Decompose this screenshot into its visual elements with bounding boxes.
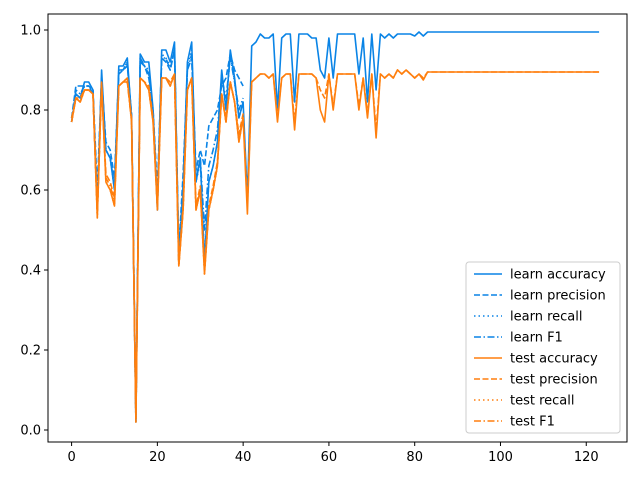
legend-label-learn-recall: learn recall <box>510 310 582 325</box>
legend-label-test-recall: test recall <box>510 394 575 409</box>
x-tick-label: 100 <box>488 450 513 465</box>
y-axis: 0.0 0.2 0.4 0.6 0.8 1.0 <box>20 24 48 439</box>
x-tick-label: 40 <box>235 450 252 465</box>
legend-label-test-f1: test F1 <box>510 415 555 430</box>
legend: learn accuracy learn precision learn recal… <box>465 261 621 434</box>
series-line-test-f1 <box>70 73 244 419</box>
y-tick-label: 0.2 <box>20 344 41 359</box>
legend-label-test-precision: test precision <box>510 373 598 388</box>
x-tick-label: 20 <box>149 450 166 465</box>
legend-label-learn-f1: learn F1 <box>510 331 563 346</box>
y-tick-label: 0.4 <box>20 264 41 279</box>
legend-label-test-accuracy: test accuracy <box>510 352 598 367</box>
x-tick-label: 60 <box>321 450 338 465</box>
y-tick-label: 1.0 <box>20 24 41 39</box>
series-layer <box>70 31 600 423</box>
legend-label-learn-accuracy: learn accuracy <box>510 268 606 283</box>
legend-box <box>465 261 621 434</box>
x-axis: 0 20 40 60 80 100 120 <box>67 442 599 465</box>
plot-frame <box>47 13 628 443</box>
legend-label-learn-precision: learn precision <box>510 289 606 304</box>
x-tick-label: 0 <box>67 450 75 465</box>
x-tick-label: 120 <box>574 450 599 465</box>
y-tick-label: 0.0 <box>20 424 41 439</box>
legend-items: learn accuracy learn precision learn recal… <box>474 268 606 430</box>
y-tick-label: 0.8 <box>20 104 41 119</box>
x-tick-label: 80 <box>406 450 423 465</box>
y-tick-label: 0.6 <box>20 184 41 199</box>
